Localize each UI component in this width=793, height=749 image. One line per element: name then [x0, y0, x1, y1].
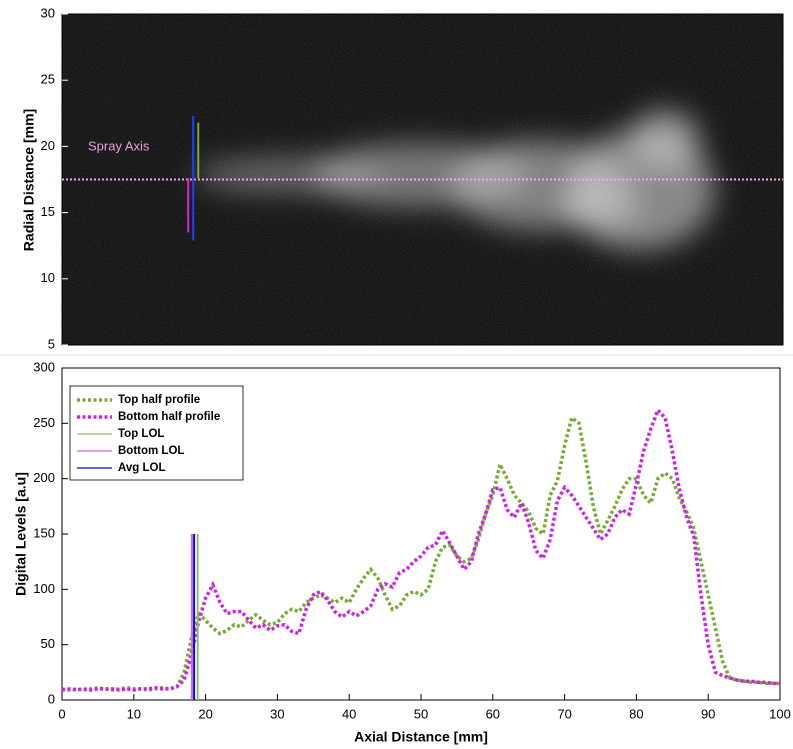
x-tick-label: 100: [769, 706, 791, 721]
x-tick-label: 50: [414, 706, 428, 721]
bottom-x-label: Axial Distance [mm]: [354, 729, 488, 745]
legend-label: Avg LOL: [118, 462, 166, 474]
y-tick-label: 15: [41, 204, 55, 219]
x-tick-label: 10: [127, 706, 141, 721]
y-tick-label: 5: [48, 336, 55, 351]
x-tick-label: 90: [701, 706, 715, 721]
y-tick-label: 30: [41, 5, 55, 20]
legend: [69, 385, 244, 481]
legend-label: Top half profile: [118, 394, 200, 406]
profile-line: [61, 414, 780, 692]
legend-label: Bottom half profile: [118, 411, 220, 423]
y-tick-label: 20: [41, 138, 55, 153]
x-tick-label: 60: [486, 706, 500, 721]
y-tick-label: 100: [33, 581, 55, 596]
x-tick-label: 30: [270, 706, 284, 721]
y-tick-label: 200: [33, 470, 55, 485]
x-tick-label: 20: [198, 706, 212, 721]
y-tick-label: 150: [33, 525, 55, 540]
y-tick-label: 10: [41, 270, 55, 285]
x-tick-label: 70: [557, 706, 571, 721]
y-tick-label: 50: [41, 636, 55, 651]
y-tick-label: 0: [48, 691, 55, 706]
top-y-label: Radial Distance [mm]: [21, 109, 37, 251]
y-tick-label: 25: [41, 72, 55, 87]
y-tick-label: 300: [33, 359, 55, 374]
legend-label: Top LOL: [118, 428, 164, 440]
y-tick-label: 250: [33, 415, 55, 430]
x-tick-label: 40: [342, 706, 356, 721]
x-tick-label: 0: [58, 706, 65, 721]
bottom-y-label: Digital Levels [a.u]: [13, 472, 29, 596]
x-tick-label: 80: [629, 706, 643, 721]
spray-axis-label: Spray Axis: [88, 138, 150, 153]
profile-line: [61, 406, 780, 692]
legend-label: Bottom LOL: [118, 445, 184, 457]
